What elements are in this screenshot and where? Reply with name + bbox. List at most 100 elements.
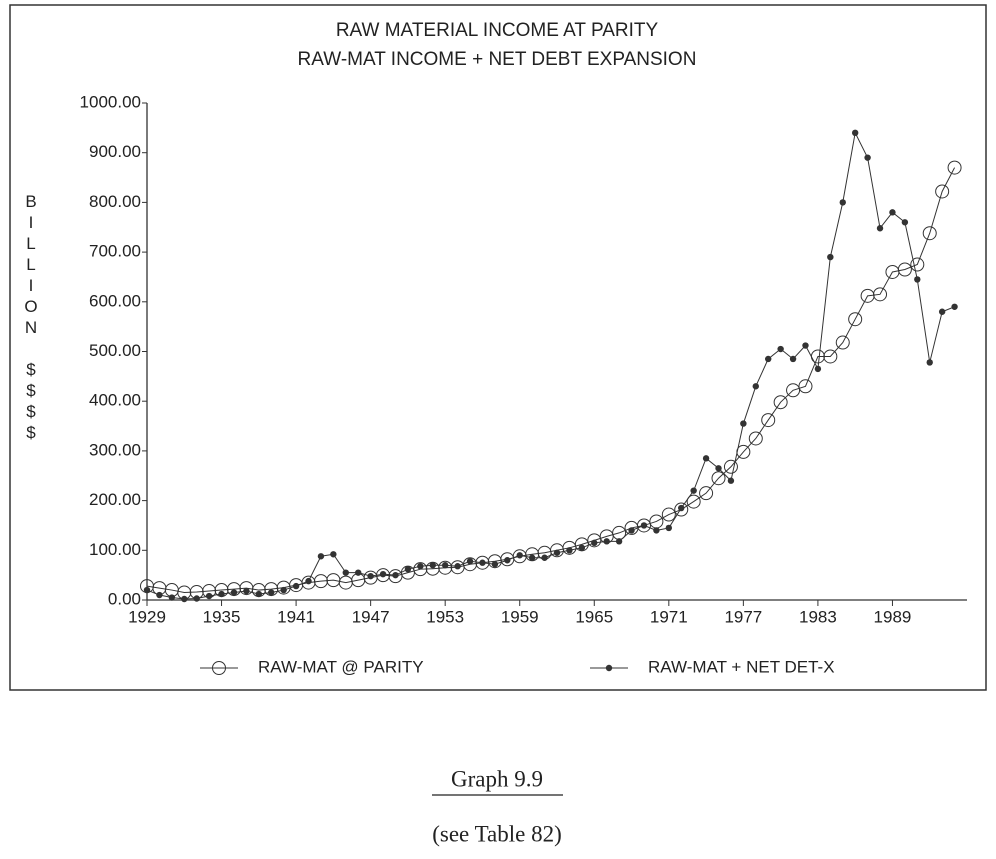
x-tick-label: 1947 [352,607,390,626]
point [935,184,950,199]
point [566,547,573,554]
point [839,199,846,206]
y-tick-label: 900.00 [89,142,141,161]
x-tick-label: 1959 [501,607,539,626]
point [553,549,561,556]
point [848,312,863,327]
y-tick-label: 1000.00 [80,92,141,111]
y-tick-label: 400.00 [89,391,141,410]
point [491,561,499,568]
point [653,527,660,534]
point [578,544,586,552]
point [678,504,685,512]
legend-label: RAW-MAT @ PARITY [258,657,424,676]
point [835,335,850,350]
point [591,539,598,547]
point [528,554,536,561]
point [789,355,797,363]
y-tick-label: 800.00 [89,192,141,211]
point [541,554,548,561]
point [864,154,871,161]
x-tick-label: 1965 [575,607,613,626]
point [699,486,714,501]
point [873,287,888,302]
chart-title: RAW MATERIAL INCOME AT PARITY [336,20,659,41]
point [379,570,387,578]
point [686,494,701,509]
point [193,595,200,602]
point [367,572,374,580]
point [268,589,275,596]
point [748,431,763,446]
point [901,219,909,226]
point [330,551,337,558]
point [702,455,710,462]
point [786,383,801,398]
point [711,471,726,486]
x-tick-label: 1935 [203,607,241,626]
point [814,365,822,373]
point [802,342,809,349]
caption-note: (see Table 82) [432,821,562,846]
point [243,587,250,595]
y-tick-label: 500.00 [89,341,141,360]
point [715,465,722,472]
point [230,589,238,596]
point [218,590,225,598]
point [938,308,946,315]
y-tick-label: 0.00 [108,589,141,608]
point [773,395,788,410]
point [947,160,962,175]
x-tick-label: 1929 [128,607,166,626]
x-tick-label: 1941 [277,607,315,626]
point [280,586,287,594]
point [740,420,747,427]
point [914,276,921,283]
x-tick-label: 1983 [799,607,837,626]
point [823,349,838,364]
point [313,574,328,589]
point [674,502,689,517]
point [292,582,300,590]
y-axis-label: BILLION $$$$ [22,192,41,444]
series-line [146,167,956,594]
point [417,563,424,570]
point [951,303,958,310]
series-line [146,131,955,600]
point [317,553,325,560]
point [603,538,610,545]
caption-title: Graph 9.9 [451,766,543,791]
point [342,569,349,576]
point [897,262,912,277]
point [587,533,602,548]
x-tick-label: 1977 [724,607,762,626]
point [479,559,486,566]
point [429,562,436,569]
point [752,383,759,390]
point [889,209,896,216]
chart-frame [9,4,987,691]
point [665,524,673,532]
point [615,538,623,545]
point [181,595,188,603]
point [516,552,523,559]
point [827,253,834,261]
legend-label: RAW-MAT + NET DET-X [648,657,835,676]
y-tick-label: 600.00 [89,291,141,310]
point [438,560,453,575]
point [305,577,312,585]
y-tick-label: 100.00 [89,540,141,559]
y-tick-label: 200.00 [89,490,141,509]
point [765,355,772,363]
point [798,379,813,394]
point [922,226,937,241]
point [777,345,784,353]
y-tick-label: 300.00 [89,440,141,459]
x-tick-label: 1971 [650,607,688,626]
point [504,557,511,564]
point [926,359,933,366]
chart-subtitle: RAW-MAT INCOME + NET DEBT EXPANSION [298,49,697,70]
point [661,507,676,522]
point [413,562,428,577]
point [640,522,648,529]
